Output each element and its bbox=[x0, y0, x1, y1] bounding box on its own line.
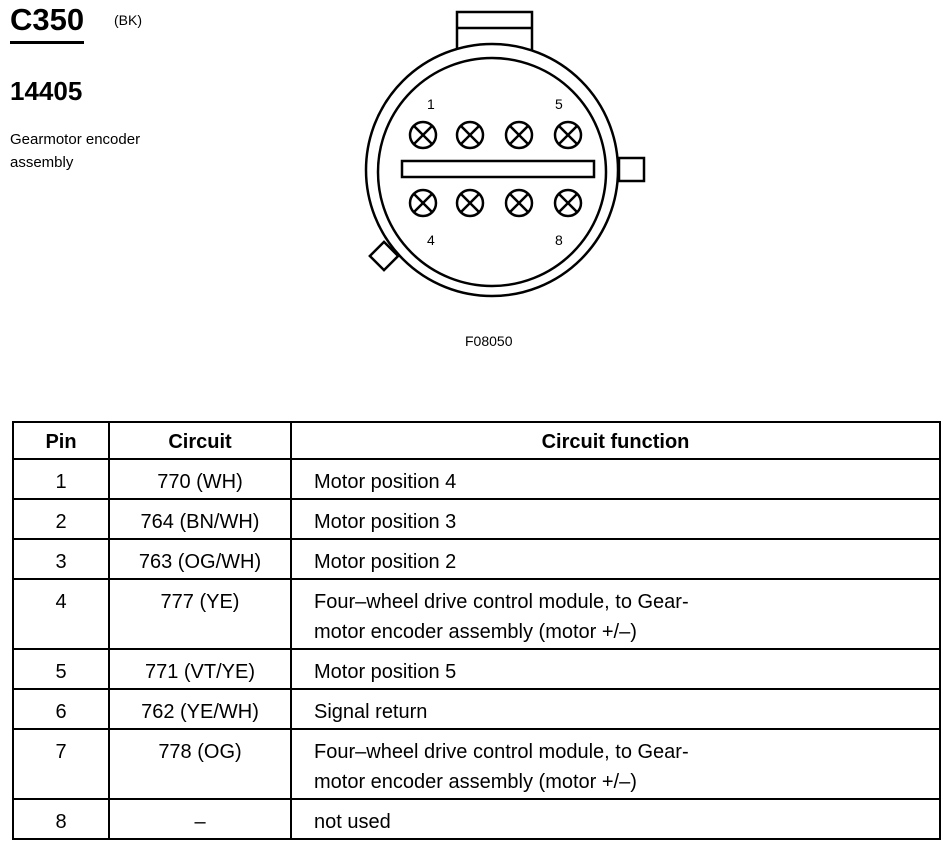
connector-color: (BK) bbox=[114, 12, 142, 28]
function-cell: Motor position 4 bbox=[290, 458, 941, 500]
pin-terminal bbox=[553, 120, 583, 150]
circuit-cell: 770 (WH) bbox=[108, 458, 292, 500]
pin-terminal bbox=[408, 188, 438, 218]
pin-terminal bbox=[553, 188, 583, 218]
pinout-table: Pin Circuit Circuit function 1 770 (WH) Mo… bbox=[12, 421, 941, 840]
table-row: 1 770 (WH) Motor position 4 bbox=[12, 458, 941, 500]
function-cell: Four–wheel drive control module, to Gear… bbox=[290, 728, 941, 800]
function-cell: Motor position 3 bbox=[290, 498, 941, 540]
table-row: 7 778 (OG) Four–wheel drive control module… bbox=[12, 728, 941, 800]
part-number: 14405 bbox=[10, 76, 83, 106]
pin-terminal bbox=[504, 188, 534, 218]
table-row: 6 762 (YE/WH) Signal return bbox=[12, 688, 941, 730]
pin-cell: 7 bbox=[12, 728, 110, 800]
pin-cell: 6 bbox=[12, 688, 110, 730]
function-cell: Motor position 5 bbox=[290, 648, 941, 690]
circuit-cell: 763 (OG/WH) bbox=[108, 538, 292, 580]
circuit-cell: 762 (YE/WH) bbox=[108, 688, 292, 730]
header-circuit: Circuit bbox=[108, 421, 292, 460]
pin-label-8: 8 bbox=[555, 232, 563, 248]
pin-cell: 5 bbox=[12, 648, 110, 690]
table-row: 3 763 (OG/WH) Motor position 2 bbox=[12, 538, 941, 580]
pin-label-1: 1 bbox=[427, 96, 435, 112]
pin-cell: 3 bbox=[12, 538, 110, 580]
right-key-tab bbox=[617, 156, 646, 183]
bottom-left-key-tab bbox=[368, 240, 400, 272]
pin-label-5: 5 bbox=[555, 96, 563, 112]
pin-terminal bbox=[455, 120, 485, 150]
header-pin: Pin bbox=[12, 421, 110, 460]
pin-terminal bbox=[408, 120, 438, 150]
figure-id: F08050 bbox=[465, 333, 513, 349]
circuit-cell: 764 (BN/WH) bbox=[108, 498, 292, 540]
connector-description: Gearmotor encoder assembly bbox=[10, 131, 141, 171]
table-row: 8– not used bbox=[12, 798, 941, 840]
table-row: 4 777 (YE) Four–wheel drive control module… bbox=[12, 578, 941, 650]
function-cell: Motor position 2 bbox=[290, 538, 941, 580]
circuit-cell: – bbox=[108, 798, 292, 840]
pin-terminal bbox=[455, 188, 485, 218]
pin-cell: 4 bbox=[12, 578, 110, 650]
function-cell: Four–wheel drive control module, to Gear… bbox=[290, 578, 941, 650]
circuit-cell: 777 (YE) bbox=[108, 578, 292, 650]
circuit-cell: 778 (OG) bbox=[108, 728, 292, 800]
pin-cell: 2 bbox=[12, 498, 110, 540]
pin-terminal bbox=[504, 120, 534, 150]
connector-id: C350 bbox=[10, 2, 85, 44]
table-row: 2 764 (BN/WH) Motor position 3 bbox=[12, 498, 941, 540]
pin-cell: 8 bbox=[12, 798, 110, 840]
circuit-cell: 771 (VT/YE) bbox=[108, 648, 292, 690]
pin-label-4: 4 bbox=[427, 232, 435, 248]
center-key-bar bbox=[400, 159, 596, 179]
header-circuit-function: Circuit function bbox=[290, 421, 941, 460]
function-cell: not used bbox=[290, 798, 941, 840]
connector-face-diagram: 1 5 4 8 bbox=[364, 10, 646, 298]
function-cell: Signal return bbox=[290, 688, 941, 730]
pin-cell: 1 bbox=[12, 458, 110, 500]
table-row: 5 771 (VT/YE) Motor position 5 bbox=[12, 648, 941, 690]
